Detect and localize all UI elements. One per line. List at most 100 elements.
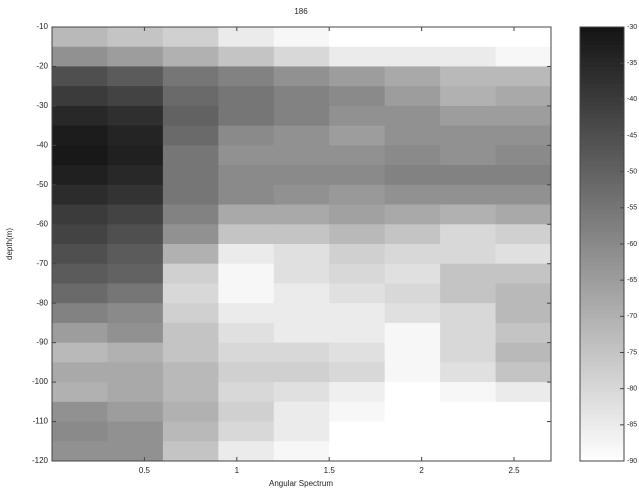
heatmap-cell (162, 46, 219, 67)
heatmap-cell (273, 401, 330, 423)
x-tick-label: 2.5 (508, 466, 520, 475)
heatmap-cell (107, 362, 164, 383)
heatmap-cell (218, 204, 275, 225)
colorbar-tick-label: -65 (627, 277, 637, 284)
heatmap-cell (218, 263, 275, 284)
y-tick-label: -100 (32, 377, 49, 386)
heatmap-cell (273, 362, 330, 383)
heatmap-cell (384, 224, 441, 245)
heatmap-cell (273, 125, 330, 146)
heatmap-cell (440, 322, 497, 344)
heatmap-cell (440, 46, 497, 67)
heatmap-cell (162, 224, 219, 245)
heatmap-cell (384, 283, 441, 304)
heatmap-cell (218, 105, 275, 127)
heatmap-cell (495, 27, 552, 48)
heatmap-cell (107, 27, 164, 48)
heatmap-cell (329, 421, 386, 442)
heatmap-cell (107, 204, 164, 225)
heatmap-cell (440, 362, 497, 383)
heatmap-cell (218, 224, 275, 245)
heatmap-cell (495, 165, 552, 186)
heatmap-cell (52, 86, 108, 107)
heatmap-cell (218, 283, 275, 304)
heatmap-cell (218, 342, 275, 363)
colorbar-tick-label: -75 (627, 349, 637, 356)
heatmap-cell (273, 105, 330, 127)
heatmap-cell (495, 263, 552, 284)
colorbar-tick-label: -60 (627, 241, 637, 248)
heatmap-cell (495, 244, 552, 265)
heatmap-cell (329, 86, 386, 107)
heatmap-cell (273, 46, 330, 67)
heatmap-cell (384, 303, 441, 324)
heatmap-cell (495, 224, 552, 245)
heatmap-cell (107, 145, 164, 166)
heatmap-cell (218, 382, 275, 403)
y-axis-label: depth(m) (5, 228, 14, 260)
y-tick-label: -20 (36, 62, 48, 71)
heatmap-cell (52, 105, 108, 127)
heatmap-cell (162, 322, 219, 344)
heatmap-cell (440, 165, 497, 186)
heatmap-cell (440, 86, 497, 107)
heatmap-cell (329, 184, 386, 206)
x-tick-label: 1 (235, 466, 240, 475)
heatmap-cell (273, 204, 330, 225)
heatmap-cell (329, 441, 386, 462)
heatmap-cell (329, 263, 386, 284)
colorbar-tick-label: -70 (627, 313, 637, 320)
heatmap-cell (273, 283, 330, 304)
heatmap-cell (218, 184, 275, 206)
heatmap-cell (329, 165, 386, 186)
heatmap-cell (495, 86, 552, 107)
heatmap-cell (218, 441, 275, 462)
colorbar-tick-label: -80 (627, 386, 637, 393)
heatmap-cell (162, 86, 219, 107)
heatmap-cell (107, 46, 164, 67)
heatmap-cell (440, 224, 497, 245)
heatmap-cell (273, 441, 330, 462)
heatmap-cell (52, 145, 108, 166)
heatmap-cell (329, 224, 386, 245)
heatmap-cell (440, 283, 497, 304)
heatmap-cell (495, 184, 552, 206)
heatmap-cell (495, 322, 552, 344)
y-tick-label: -110 (33, 417, 49, 426)
heatmap-cell (218, 46, 275, 67)
heatmap-cell (329, 244, 386, 265)
heatmap-cell (162, 204, 219, 225)
heatmap-cell (273, 244, 330, 265)
heatmap-cell (218, 362, 275, 383)
heatmap-cell (107, 303, 164, 324)
heatmap-cell (384, 66, 441, 87)
heatmap-cell (440, 125, 497, 146)
heatmap-cell (440, 382, 497, 403)
heatmap-cell (384, 145, 441, 166)
heatmap-cell (440, 342, 497, 363)
heatmap-cell (218, 66, 275, 87)
heatmap-cell (162, 125, 219, 146)
heatmap-cell (273, 86, 330, 107)
heatmap-cell (162, 145, 219, 166)
x-tick-label: 2 (419, 466, 424, 475)
heatmap-cell (384, 86, 441, 107)
heatmap-cell (218, 86, 275, 107)
heatmap-cell (107, 224, 164, 245)
heatmap-cell (107, 322, 164, 344)
heatmap-cell (495, 66, 552, 87)
heatmap-cell (329, 46, 386, 67)
heatmap-cell (384, 401, 441, 423)
heatmap-cell (384, 382, 441, 403)
heatmap-cell (440, 105, 497, 127)
heatmap-cell (384, 125, 441, 146)
heatmap-cell (384, 322, 441, 344)
heatmap-cell (273, 165, 330, 186)
heatmap-cell (329, 303, 386, 324)
heatmap-cell (495, 382, 552, 403)
heatmap-cell (218, 401, 275, 423)
heatmap-cell (107, 401, 164, 423)
heatmap-cell (440, 184, 497, 206)
heatmap-cell (107, 263, 164, 284)
